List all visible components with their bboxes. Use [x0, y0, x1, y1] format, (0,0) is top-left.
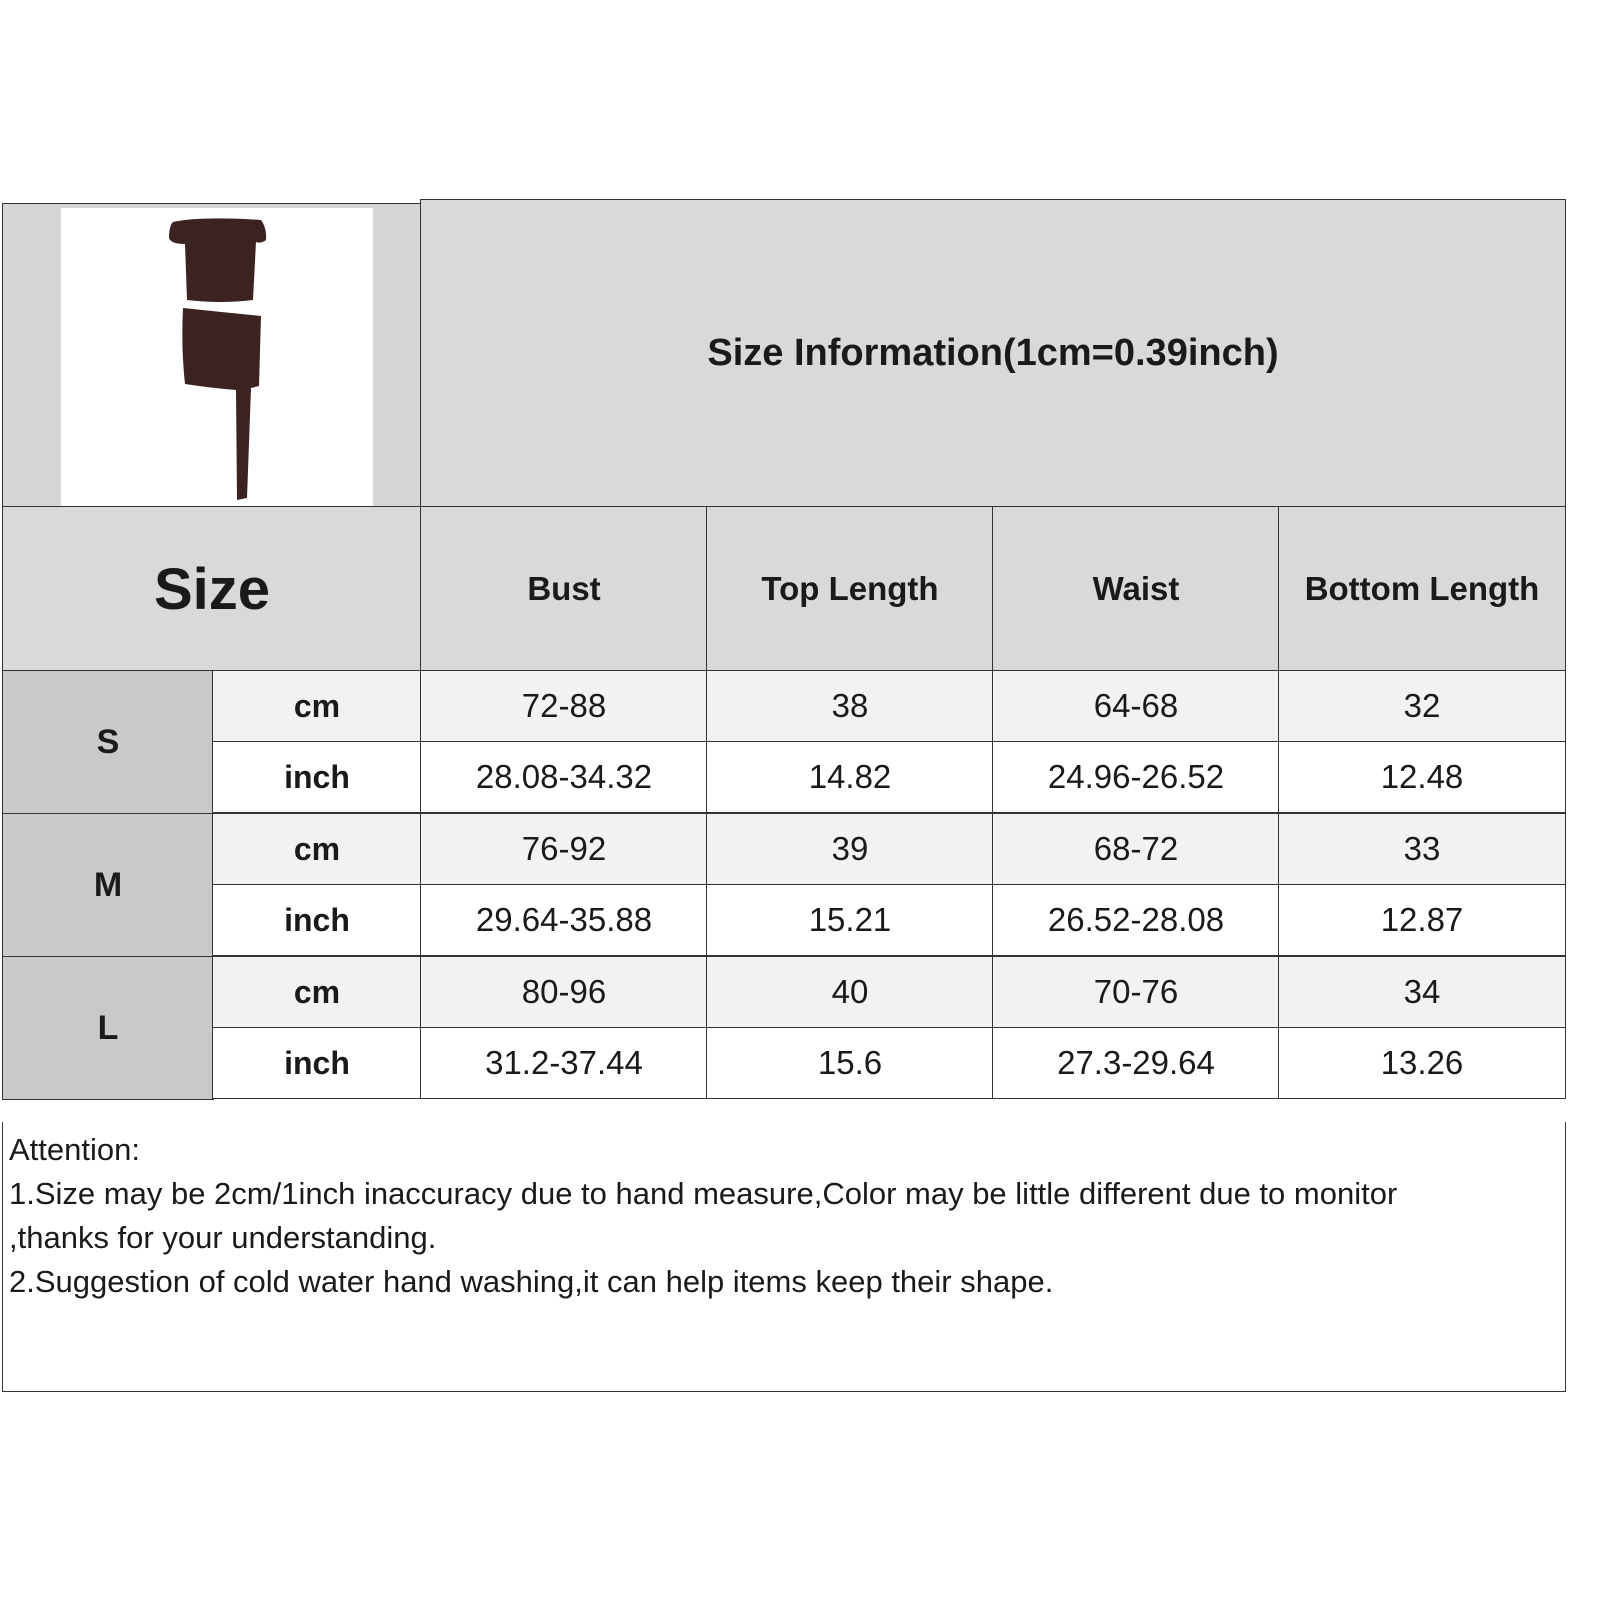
table-cell: 34 [1278, 956, 1566, 1028]
page-title: Size Information(1cm=0.39inch) [420, 199, 1566, 508]
table-cell: 39 [706, 813, 994, 885]
table-cell: 12.87 [1278, 884, 1566, 956]
column-header-bottom-length: Bottom Length [1278, 506, 1566, 672]
table-cell: 32 [1278, 670, 1566, 742]
note-line: ,thanks for your understanding. [9, 1220, 437, 1255]
table-cell: 29.64-35.88 [420, 884, 708, 956]
table-cell: 80-96 [420, 956, 708, 1028]
table-cell: 33 [1278, 813, 1566, 885]
table-cell: 70-76 [992, 956, 1280, 1028]
table-cell: 27.3-29.64 [992, 1027, 1280, 1099]
unit-label-cm: cm [212, 670, 422, 742]
product-image [61, 208, 373, 510]
garment-illustration-icon [169, 218, 267, 500]
size-label-m: M [2, 813, 214, 957]
table-cell: 15.6 [706, 1027, 994, 1099]
unit-label-inch: inch [212, 1027, 422, 1099]
table-cell: 13.26 [1278, 1027, 1566, 1099]
note-line: 2.Suggestion of cold water hand washing,… [9, 1264, 1054, 1299]
unit-label-inch: inch [212, 884, 422, 956]
table-cell: 72-88 [420, 670, 708, 742]
table-cell: 76-92 [420, 813, 708, 885]
column-header-waist: Waist [992, 506, 1280, 672]
unit-label-cm: cm [212, 956, 422, 1028]
note-line: 1.Size may be 2cm/1inch inaccuracy due t… [9, 1176, 1398, 1211]
size-label-s: S [2, 670, 214, 814]
column-header-bust: Bust [420, 506, 708, 672]
unit-label-cm: cm [212, 813, 422, 885]
size-header: Size [2, 506, 422, 672]
table-cell: 24.96-26.52 [992, 741, 1280, 813]
table-cell: 15.21 [706, 884, 994, 956]
table-cell: 28.08-34.32 [420, 741, 708, 813]
product-image-cell [2, 203, 422, 514]
attention-notes: Attention: 1.Size may be 2cm/1inch inacc… [2, 1122, 1566, 1392]
table-cell: 64-68 [992, 670, 1280, 742]
table-cell: 40 [706, 956, 994, 1028]
notes-heading: Attention: [9, 1132, 140, 1167]
table-cell: 12.48 [1278, 741, 1566, 813]
unit-label-inch: inch [212, 741, 422, 813]
table-cell: 26.52-28.08 [992, 884, 1280, 956]
table-cell: 14.82 [706, 741, 994, 813]
size-label-l: L [2, 956, 214, 1100]
table-cell: 31.2-37.44 [420, 1027, 708, 1099]
table-cell: 38 [706, 670, 994, 742]
column-header-top-length: Top Length [706, 506, 994, 672]
table-cell: 68-72 [992, 813, 1280, 885]
